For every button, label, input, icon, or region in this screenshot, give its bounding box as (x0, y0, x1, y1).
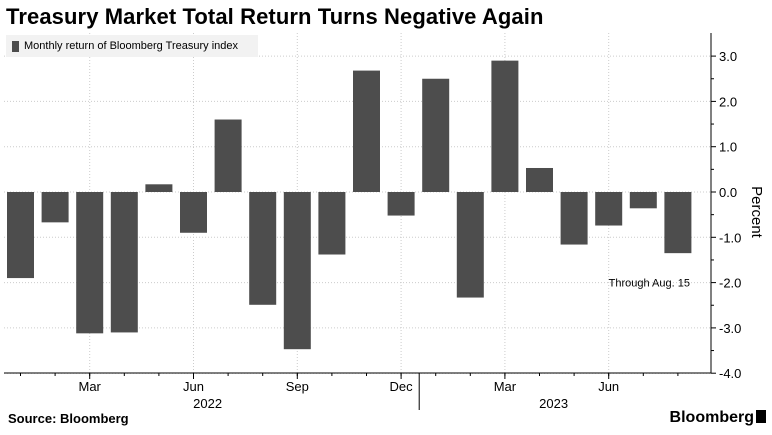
bar-jul-2023 (629, 192, 657, 209)
bar-may-2022 (145, 184, 173, 192)
chart-title: Treasury Market Total Return Turns Negat… (6, 4, 544, 29)
legend: Monthly return of Bloomberg Treasury ind… (6, 35, 258, 57)
legend-swatch (12, 40, 19, 52)
legend-label: Monthly return of Bloomberg Treasury ind… (24, 40, 238, 52)
bar-dec-2022 (387, 192, 415, 216)
x-tick-label-mar: Mar (79, 379, 102, 394)
bar-jan-2022 (7, 192, 34, 279)
y-tick-label: 1.0 (719, 140, 737, 155)
x-tick-label-jun: Jun (598, 379, 619, 394)
bar-jun-2022 (180, 192, 207, 233)
x-tick-label-mar: Mar (494, 379, 517, 394)
bar-oct-2022 (318, 192, 346, 255)
axis-labels: 3.0 2.0 1.0 0.0 -1.0 -2.0 -3.0 -4.0 Mar Jun Sep Dec… (79, 49, 765, 411)
y-tick-label: -3.0 (719, 321, 741, 336)
y-tick-label: 3.0 (719, 49, 737, 64)
bar-apr-2022 (110, 192, 138, 333)
bars (7, 60, 692, 350)
x-tick-label-dec: Dec (390, 379, 414, 394)
year-label-2023: 2023 (539, 396, 568, 411)
y-tick-label: -1.0 (719, 230, 741, 245)
y-tick-label: 0.0 (719, 185, 737, 200)
y-tick-label: 2.0 (719, 94, 737, 109)
x-tick-label-jun: Jun (183, 379, 204, 394)
bar-apr-2023 (526, 167, 553, 192)
y-tick-label: -4.0 (719, 366, 741, 381)
brand-logo: Bloomberg (670, 409, 766, 427)
brand-name: Bloomberg (669, 409, 754, 426)
bar-sep-2022 (283, 192, 311, 350)
bar-jan-2023 (422, 78, 450, 192)
bar-aug-2023 (664, 192, 692, 254)
y-axis-title: Percent (748, 186, 765, 239)
bar-jun-2023 (595, 192, 623, 226)
x-tick-label-sep: Sep (286, 379, 309, 394)
bar-may-2023 (560, 192, 588, 245)
bar-mar-2023 (491, 60, 519, 192)
year-label-2022: 2022 (193, 396, 222, 411)
bar-mar-2022 (76, 192, 104, 334)
bar-feb-2022 (41, 192, 69, 223)
bar-aug-2022 (249, 192, 277, 305)
brand-mark-icon (756, 410, 766, 423)
y-tick-label: -2.0 (719, 276, 741, 291)
bar-jul-2022 (214, 119, 242, 192)
axes (4, 33, 716, 410)
source-note: Source: Bloomberg (8, 411, 129, 426)
bar-feb-2023 (456, 192, 484, 298)
bar-nov-2022 (353, 70, 380, 192)
annotation-through-date: Through Aug. 15 (609, 278, 690, 290)
